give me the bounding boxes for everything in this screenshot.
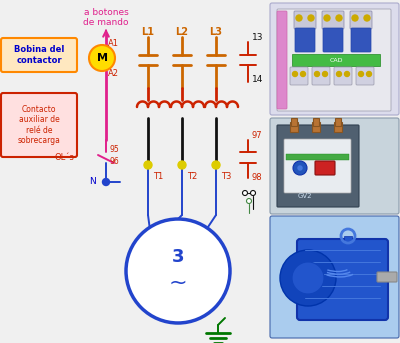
FancyBboxPatch shape — [284, 139, 351, 193]
Circle shape — [292, 71, 298, 76]
Circle shape — [314, 71, 320, 76]
Circle shape — [352, 15, 358, 21]
Circle shape — [212, 161, 220, 169]
FancyBboxPatch shape — [350, 11, 372, 29]
Circle shape — [126, 219, 230, 323]
FancyBboxPatch shape — [270, 118, 399, 214]
Text: CAD: CAD — [329, 58, 343, 62]
Circle shape — [246, 199, 252, 203]
Text: A2: A2 — [108, 70, 119, 79]
Text: 98: 98 — [252, 173, 263, 181]
FancyBboxPatch shape — [286, 154, 349, 160]
Circle shape — [292, 262, 324, 294]
FancyBboxPatch shape — [323, 28, 343, 52]
FancyBboxPatch shape — [1, 93, 77, 157]
FancyBboxPatch shape — [315, 161, 335, 175]
Text: OL´s: OL´s — [54, 154, 74, 163]
FancyBboxPatch shape — [295, 28, 315, 52]
Text: GV2: GV2 — [298, 193, 312, 199]
FancyBboxPatch shape — [290, 122, 298, 132]
Text: T1: T1 — [153, 172, 163, 181]
Text: 95: 95 — [109, 144, 119, 154]
FancyBboxPatch shape — [344, 236, 352, 242]
Circle shape — [250, 190, 256, 196]
FancyBboxPatch shape — [322, 11, 344, 29]
Circle shape — [322, 71, 328, 76]
Circle shape — [358, 71, 364, 76]
Text: 96: 96 — [109, 157, 119, 166]
Circle shape — [89, 45, 115, 71]
Text: N: N — [89, 177, 96, 187]
FancyBboxPatch shape — [270, 216, 399, 338]
Text: ~: ~ — [169, 273, 187, 293]
Text: 3: 3 — [172, 248, 184, 266]
FancyBboxPatch shape — [334, 122, 342, 132]
FancyBboxPatch shape — [297, 239, 388, 320]
Circle shape — [366, 71, 372, 76]
Text: T3: T3 — [221, 172, 231, 181]
FancyBboxPatch shape — [294, 11, 316, 29]
Circle shape — [308, 15, 314, 21]
Circle shape — [364, 15, 370, 21]
Text: A1: A1 — [108, 38, 119, 47]
Circle shape — [178, 161, 186, 169]
Text: T2: T2 — [187, 172, 197, 181]
Circle shape — [242, 190, 248, 196]
Text: a botones
de mando: a botones de mando — [83, 8, 129, 27]
FancyBboxPatch shape — [351, 28, 371, 52]
FancyBboxPatch shape — [377, 272, 397, 282]
FancyBboxPatch shape — [277, 11, 287, 109]
Text: M: M — [96, 53, 108, 63]
Text: 13: 13 — [252, 34, 264, 43]
Text: L1: L1 — [142, 27, 154, 37]
FancyBboxPatch shape — [335, 118, 341, 126]
Text: Contacto
auxiliar de
relé de
sobrecarga: Contacto auxiliar de relé de sobrecarga — [18, 105, 60, 145]
FancyBboxPatch shape — [334, 67, 352, 85]
Circle shape — [144, 161, 152, 169]
Circle shape — [280, 250, 336, 306]
FancyBboxPatch shape — [313, 118, 319, 126]
Text: L2: L2 — [176, 27, 188, 37]
FancyBboxPatch shape — [290, 67, 308, 85]
Circle shape — [300, 71, 306, 76]
Circle shape — [102, 178, 110, 186]
Circle shape — [296, 15, 302, 21]
FancyBboxPatch shape — [312, 122, 320, 132]
FancyBboxPatch shape — [270, 3, 399, 115]
Circle shape — [293, 161, 307, 175]
FancyBboxPatch shape — [312, 67, 330, 85]
FancyBboxPatch shape — [291, 118, 297, 126]
Circle shape — [344, 71, 350, 76]
FancyBboxPatch shape — [277, 9, 391, 111]
Text: 97: 97 — [252, 130, 263, 140]
FancyBboxPatch shape — [277, 125, 359, 207]
FancyBboxPatch shape — [292, 54, 380, 66]
Circle shape — [324, 15, 330, 21]
FancyBboxPatch shape — [1, 38, 77, 72]
Circle shape — [336, 71, 342, 76]
Circle shape — [297, 165, 303, 171]
FancyBboxPatch shape — [356, 67, 374, 85]
Text: L3: L3 — [210, 27, 222, 37]
Text: Bobina del
contactor: Bobina del contactor — [14, 45, 64, 65]
Circle shape — [336, 15, 342, 21]
Text: 14: 14 — [252, 75, 263, 84]
